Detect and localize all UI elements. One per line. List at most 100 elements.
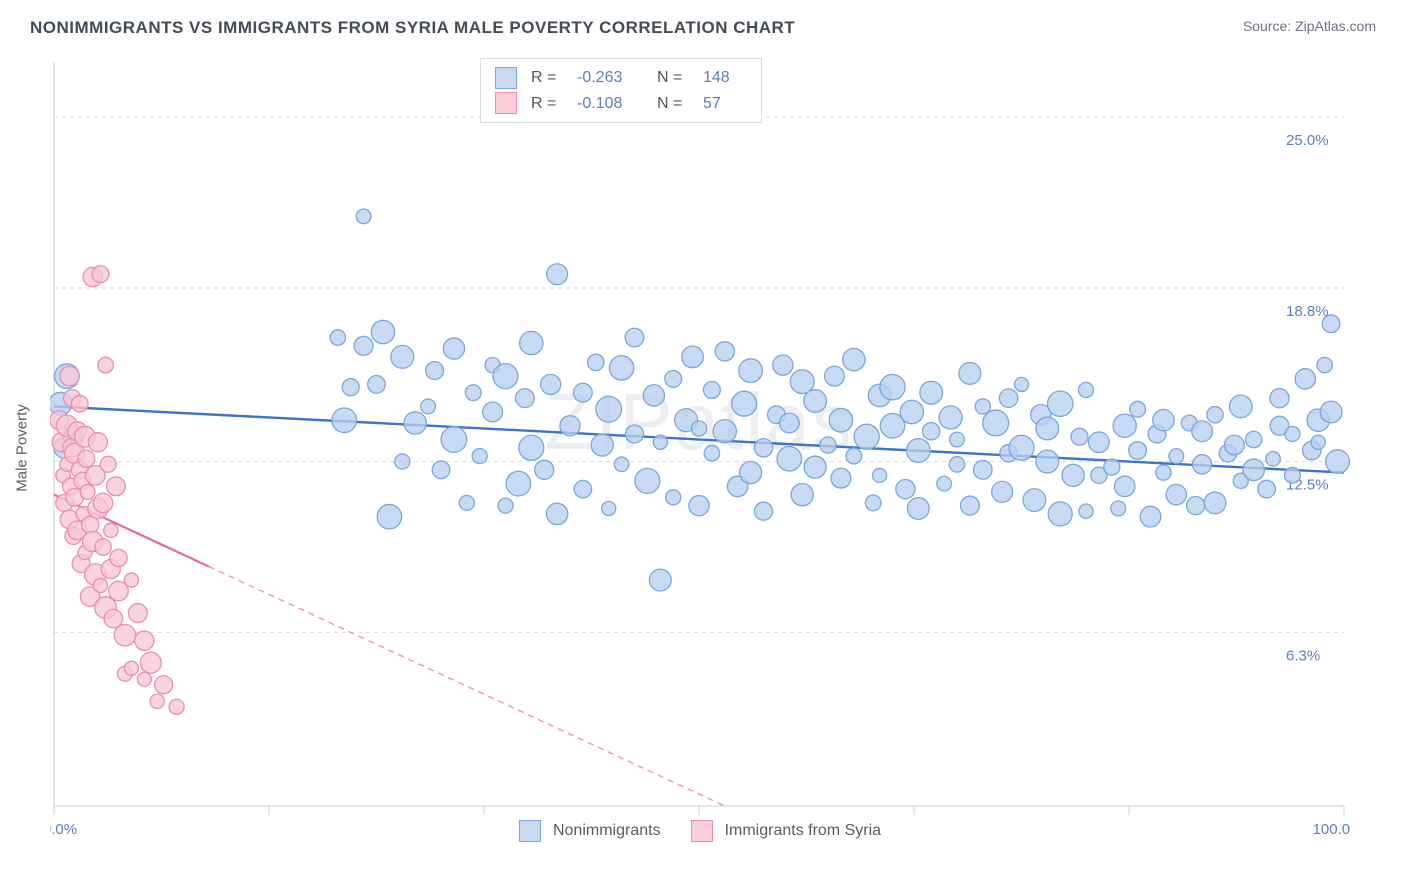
nonimmigrants-point (354, 336, 373, 355)
nonimmigrants-point (973, 460, 992, 479)
nonimmigrants-point (754, 439, 772, 457)
nonimmigrants-point (1317, 357, 1332, 372)
nonimmigrants-point (873, 468, 887, 482)
immigrants_syria-point (78, 450, 95, 467)
nonimmigrants-point (493, 364, 518, 389)
nonimmigrants-point (920, 381, 943, 404)
series-legend: Nonimmigrants Immigrants from Syria (50, 820, 1350, 842)
nonimmigrants-point (330, 330, 345, 345)
nonimmigrants-point (846, 448, 862, 464)
nonimmigrants-point (421, 399, 436, 414)
nonimmigrants-point (1284, 467, 1300, 483)
nonimmigrants-point (1156, 465, 1171, 480)
nonimmigrants-point (635, 468, 660, 493)
immigrants_syria-point (104, 523, 118, 537)
nonimmigrants-point (779, 413, 799, 433)
nonimmigrants-point (1111, 501, 1126, 516)
source-link[interactable]: ZipAtlas.com (1295, 18, 1376, 34)
nonimmigrants-point (432, 461, 450, 479)
nonimmigrants-point (404, 412, 426, 434)
nonimmigrants-point (342, 379, 359, 396)
nonimmigrants-point (391, 345, 414, 368)
nonimmigrants-point (1270, 389, 1289, 408)
nonimmigrants-point (829, 408, 853, 432)
nonimmigrants-point (1078, 382, 1093, 397)
nonimmigrants-point (1285, 426, 1300, 441)
nonimmigrants-point (907, 497, 929, 519)
chart-area: Male Poverty ZIPatlas6.3%12.5%18.8%25.0%… (50, 58, 1350, 838)
nonimmigrants-point (1047, 391, 1072, 416)
nonimmigrants-point (1104, 459, 1120, 475)
nonimmigrants-point (591, 434, 613, 456)
nonimmigrants-point (1048, 502, 1072, 526)
nonimmigrants-point (472, 449, 487, 464)
nonimmigrants-point (426, 362, 444, 380)
nonimmigrants-point (880, 374, 905, 399)
immigrants_syria-point (124, 661, 138, 675)
nonimmigrants-point (777, 447, 802, 472)
nonimmigrants-point (1062, 464, 1084, 486)
immigrants_syria-point (88, 433, 107, 452)
nonimmigrants-point (1071, 428, 1088, 445)
legend-stat-row: R =-0.108N =57 (495, 91, 747, 117)
stat-r-value: -0.263 (577, 65, 647, 91)
nonimmigrants-point (865, 495, 881, 511)
nonimmigrants-point (1192, 421, 1213, 442)
nonimmigrants-point (515, 389, 534, 408)
nonimmigrants-point (739, 359, 763, 383)
nonimmigrants-point (1014, 377, 1028, 391)
legend-label: Immigrants from Syria (725, 822, 881, 840)
immigrants_syria-point (98, 357, 114, 373)
immigrants_syria-point (169, 699, 184, 714)
nonimmigrants-point (519, 435, 544, 460)
nonimmigrants-point (703, 381, 720, 398)
immigrants_syria-point (137, 672, 151, 686)
nonimmigrants-point (443, 338, 464, 359)
nonimmigrants-point (574, 480, 591, 497)
nonimmigrants-point (1036, 450, 1059, 473)
legend-swatch (495, 67, 517, 89)
nonimmigrants-point (825, 366, 845, 386)
correlation-legend: R =-0.263N =148R =-0.108N =57 (480, 58, 762, 123)
immigrants_syria-point (135, 631, 154, 650)
nonimmigrants-point (520, 331, 543, 354)
nonimmigrants-point (602, 501, 616, 515)
nonimmigrants-point (609, 356, 633, 380)
nonimmigrants-point (804, 390, 827, 413)
nonimmigrants-point (1326, 450, 1350, 474)
nonimmigrants-point (906, 439, 930, 463)
legend-item: Nonimmigrants (519, 820, 661, 842)
nonimmigrants-point (653, 435, 667, 449)
stat-n-label: N = (657, 65, 693, 91)
scatter-chart: ZIPatlas6.3%12.5%18.8%25.0%0.0%100.0% (50, 58, 1350, 838)
immigrants_syria-point (80, 484, 95, 499)
nonimmigrants-point (950, 432, 965, 447)
legend-swatch (691, 820, 713, 842)
nonimmigrants-point (740, 462, 762, 484)
immigrants_syria-point (140, 652, 161, 673)
nonimmigrants-point (649, 569, 671, 591)
nonimmigrants-point (596, 396, 622, 422)
immigrants_syria-point (155, 676, 173, 694)
immigrants_syria-point (106, 477, 125, 496)
nonimmigrants-point (1187, 497, 1205, 515)
nonimmigrants-point (1169, 449, 1184, 464)
nonimmigrants-point (546, 503, 567, 524)
nonimmigrants-point (691, 421, 706, 436)
nonimmigrants-point (1089, 432, 1110, 453)
nonimmigrants-point (1009, 435, 1034, 460)
immigrants_syria-point (110, 549, 127, 566)
nonimmigrants-point (395, 454, 410, 469)
immigrants_syria-point (124, 573, 138, 587)
nonimmigrants-point (441, 427, 467, 453)
nonimmigrants-point (704, 446, 719, 461)
nonimmigrants-point (854, 424, 879, 449)
nonimmigrants-point (923, 423, 940, 440)
nonimmigrants-point (459, 495, 474, 510)
stat-n-value: 57 (703, 91, 747, 117)
nonimmigrants-point (999, 389, 1017, 407)
immigrants_syria-point (128, 604, 147, 623)
nonimmigrants-point (804, 456, 826, 478)
nonimmigrants-point (1129, 442, 1147, 460)
nonimmigrants-point (754, 502, 772, 520)
